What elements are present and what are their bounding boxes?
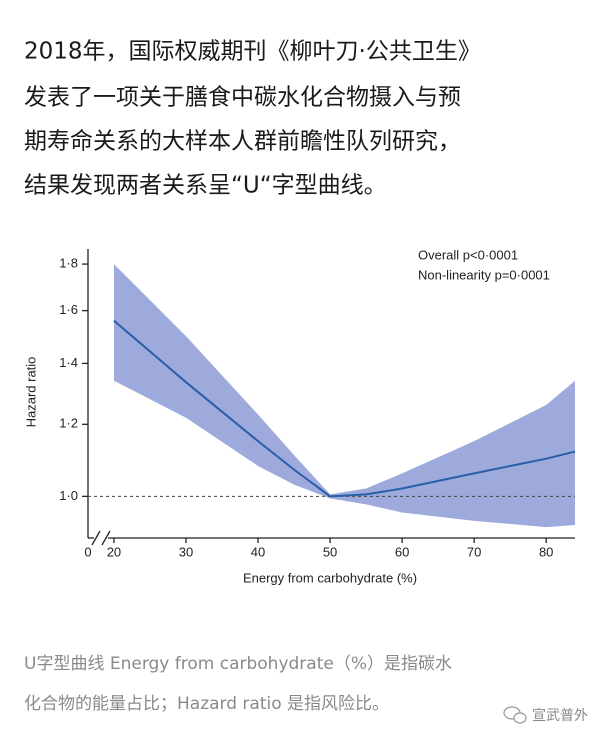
intro-line: 结果发现两者关系呈“U“字型曲线。 [24,173,387,199]
x-tick-label: 60 [395,544,409,559]
x-tick-label: 70 [467,544,481,559]
axis-break [101,530,111,546]
intro-line: 2018年，国际权威期刊《柳叶刀·公共卫生》 [24,39,481,65]
watermark: 宣武普外 [532,708,588,724]
x-tick-label: 20 [107,544,121,559]
caption-line: 化合物的能量占比；Hazard ratio 是指风险比。 [24,694,389,714]
annotation: Overall p<0·0001 [418,247,518,262]
x-axis-title: Energy from carbohydrate (%) [243,570,417,585]
y-tick-label: 1·4 [59,355,78,370]
y-tick-label: 1·6 [59,302,78,317]
y-tick-label: 1·8 [59,256,78,271]
y-tick-label: 1·2 [59,416,78,431]
axis-break [91,530,101,546]
annotation: Non-linearity p=0·0001 [418,267,550,282]
confidence-band [113,264,576,528]
y-tick-label: 1·0 [59,488,78,503]
intro-line: 发表了一项关于膳食中碳水化合物摄入与预 [24,85,461,111]
y-axis-title: Hazard ratio [23,357,38,428]
x-tick-label: 40 [251,544,265,559]
x-tick-label: 80 [539,544,553,559]
x-tick-label: 50 [323,544,337,559]
chart: 0 Energy from carbohydrate (%) Hazard ra… [23,247,576,585]
watermark-icon [503,706,527,724]
x-tick-label: 30 [179,544,193,559]
intro-line: 期寿命关系的大样本人群前瞻性队列研究， [24,129,461,155]
axis-break-label: 0 [84,544,91,559]
hazard-line [113,319,576,498]
caption-line: U字型曲线 Energy from carbohydrate（%）是指碳水 [24,654,452,674]
